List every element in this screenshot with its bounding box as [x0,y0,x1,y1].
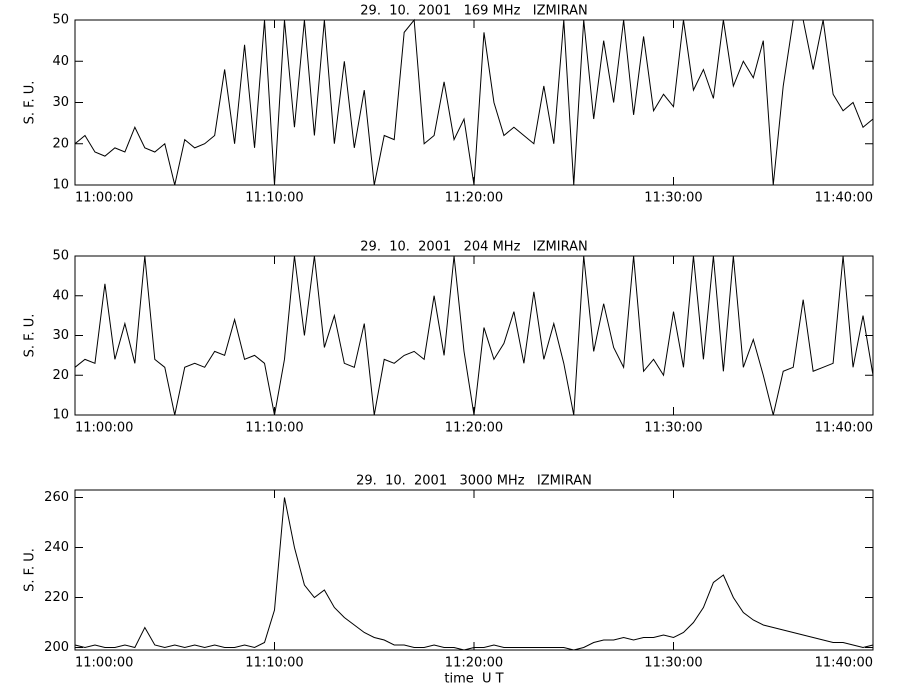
x-tick-label: 11:10:00 [245,191,303,206]
y-tick-label: 10 [52,408,69,423]
data-line [74,255,874,416]
y-tick-label: 10 [52,178,69,193]
y-tick-label: 30 [52,95,69,110]
x-tick-label: 11:20:00 [445,191,503,206]
y-axis-label: S. F. U. [23,81,38,125]
x-tick-label: 11:40:00 [815,421,873,436]
y-tick-label: 40 [52,288,69,303]
panel: 29. 10. 2001 204 MHz IZMIRAN S. F. U. 10 20… [23,240,874,436]
data-line [74,497,874,651]
x-tick-label: 11:30:00 [644,656,702,671]
panel-title: 29. 10. 2001 3000 MHz IZMIRAN [356,474,592,489]
y-tick-label: 40 [52,54,69,69]
x-tick-label: 11:00:00 [75,191,133,206]
y-tick-label: 50 [52,13,69,28]
x-tick-label: 11:40:00 [815,191,873,206]
x-tick-label: 11:10:00 [245,421,303,436]
plot-frame [74,489,874,651]
y-tick-label: 200 [44,640,69,655]
panel: 29. 10. 2001 3000 MHz IZMIRAN S. F. U. tim… [23,474,874,687]
x-tick-label: 11:30:00 [644,191,702,206]
y-tick-label: 240 [44,540,69,555]
data-line [74,18,874,186]
x-tick-label: 11:10:00 [245,656,303,671]
panel: 29. 10. 2001 169 MHz IZMIRAN S. F. U. 10 20… [23,4,874,206]
x-tick-label: 11:40:00 [815,656,873,671]
panel-title: 29. 10. 2001 169 MHz IZMIRAN [360,4,587,19]
y-tick-label: 20 [52,368,69,383]
y-tick-label: 30 [52,328,69,343]
plot-frame [74,19,874,186]
x-tick-label: 11:00:00 [75,656,133,671]
x-tick-label: 11:30:00 [644,421,702,436]
x-tick-label: 11:20:00 [445,656,503,671]
plot-frame [74,255,874,416]
x-tick-label: 11:20:00 [445,421,503,436]
y-axis-label: S. F. U. [23,314,38,358]
y-tick-label: 20 [52,136,69,151]
x-axis-label: time U T [444,672,503,687]
x-tick-label: 11:00:00 [75,421,133,436]
y-tick-label: 50 [52,249,69,264]
y-tick-label: 260 [44,490,69,505]
y-tick-label: 220 [44,590,69,605]
panel-title: 29. 10. 2001 204 MHz IZMIRAN [360,240,587,255]
y-axis-label: S. F. U. [23,548,38,592]
